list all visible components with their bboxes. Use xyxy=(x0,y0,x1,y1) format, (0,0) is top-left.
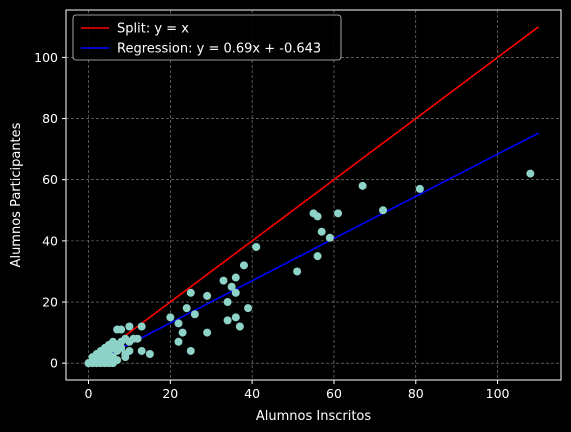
data-point xyxy=(244,304,253,313)
legend-label-split: Split: y = x xyxy=(117,22,189,37)
data-point xyxy=(182,304,191,313)
regression-line xyxy=(88,132,539,366)
y-tick-label: 20 xyxy=(42,295,58,310)
legend-label-regression: Regression: y = 0.69x + -0.643 xyxy=(117,42,321,57)
data-point xyxy=(190,310,199,319)
data-point xyxy=(358,181,367,190)
y-tick-label: 60 xyxy=(42,172,58,187)
data-point xyxy=(174,319,183,328)
data-point xyxy=(117,343,126,352)
data-point xyxy=(186,288,195,297)
x-tick-label: 20 xyxy=(162,386,178,401)
data-point xyxy=(203,291,212,300)
data-point xyxy=(252,242,261,251)
data-point xyxy=(231,313,240,322)
data-point xyxy=(178,328,187,337)
data-point xyxy=(186,346,195,355)
data-point xyxy=(166,313,175,322)
axes-frame xyxy=(65,9,562,381)
data-point xyxy=(313,252,322,261)
data-point xyxy=(526,169,535,178)
data-point xyxy=(379,206,388,215)
data-point xyxy=(317,227,326,236)
y-tick-label: 0 xyxy=(50,356,58,371)
split-line xyxy=(88,26,539,364)
legend-box xyxy=(72,14,342,61)
data-point xyxy=(415,184,424,193)
data-point xyxy=(137,322,146,331)
data-point xyxy=(334,209,343,218)
data-point xyxy=(125,346,134,355)
x-axis-label: Alumnos Inscritos xyxy=(256,409,372,424)
data-point xyxy=(117,325,126,334)
data-point xyxy=(203,328,212,337)
data-point xyxy=(219,276,228,285)
data-point xyxy=(293,267,302,276)
data-point xyxy=(113,356,122,365)
data-point xyxy=(223,298,232,307)
data-point xyxy=(125,322,134,331)
data-point xyxy=(313,212,322,221)
y-axis-label: Alumnos Participantes xyxy=(9,122,24,267)
y-tick-label: 100 xyxy=(34,50,58,65)
x-tick-label: 60 xyxy=(326,386,342,401)
x-tick-label: 0 xyxy=(85,386,93,401)
data-point xyxy=(325,233,334,242)
data-point xyxy=(223,316,232,325)
data-point xyxy=(235,322,244,331)
y-tick-label: 80 xyxy=(42,111,58,126)
legend: Split: y = x Regression: y = 0.69x + -0.… xyxy=(72,14,342,61)
x-tick-label: 100 xyxy=(486,386,510,401)
series-lines xyxy=(88,26,539,366)
data-point xyxy=(137,346,146,355)
scatter-points xyxy=(84,169,535,368)
axis-ticks: 0 20 40 60 80 100 0 20 40 60 80 100 xyxy=(34,50,509,401)
data-point xyxy=(133,334,142,343)
data-point xyxy=(174,337,183,346)
data-point xyxy=(227,282,236,291)
x-tick-label: 40 xyxy=(244,386,260,401)
data-point xyxy=(231,288,240,297)
y-tick-label: 40 xyxy=(42,233,58,248)
data-point xyxy=(239,261,248,270)
data-point xyxy=(231,273,240,282)
x-tick-label: 80 xyxy=(408,386,424,401)
data-point xyxy=(145,350,154,359)
